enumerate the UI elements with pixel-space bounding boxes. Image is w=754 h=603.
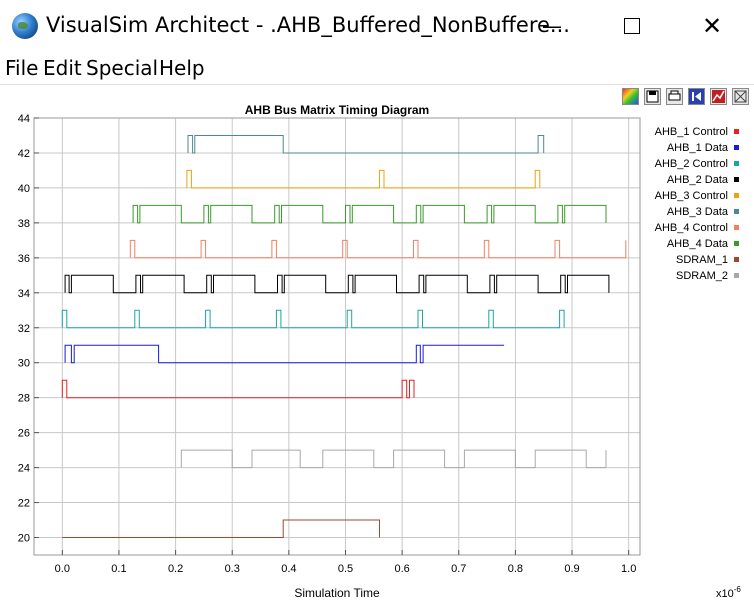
series-line-ahb-1-control — [61, 379, 415, 399]
format-icon[interactable] — [710, 88, 727, 105]
series-line-ahb-3-data — [187, 135, 545, 154]
menu-bar: File Edit Special Help — [0, 54, 754, 84]
y-tick-label: 40 — [18, 183, 30, 195]
y-tick-label: 44 — [18, 113, 30, 125]
menu-edit[interactable]: Edit — [43, 56, 82, 80]
x-axis-multiplier: x10-6 — [716, 585, 741, 600]
save-glyph — [646, 90, 659, 103]
legend-swatch — [734, 225, 739, 230]
maximize-button[interactable] — [602, 0, 662, 52]
legend-label: AHB_3 Control — [655, 190, 728, 202]
legend-swatch — [734, 241, 739, 246]
menu-file[interactable]: File — [5, 56, 39, 80]
y-tick-label: 28 — [18, 393, 30, 405]
y-tick-label: 20 — [18, 533, 30, 545]
legend-swatch — [734, 209, 739, 214]
y-tick-label: 36 — [18, 253, 30, 265]
print-icon[interactable] — [666, 88, 683, 105]
legend-label: AHB_2 Data — [667, 174, 729, 186]
x-tick-label: 0.4 — [281, 563, 296, 575]
legend-label: AHB_4 Data — [667, 238, 729, 250]
series-line-ahb-2-control — [61, 309, 565, 329]
legend-label: AHB_4 Control — [655, 222, 728, 234]
reset-glyph — [692, 92, 701, 101]
chart-legend: AHB_1 Control AHB_1 Data AHB_2 Control AHB_… — [655, 126, 739, 282]
y-tick-label: 32 — [18, 323, 30, 335]
menu-special[interactable]: Special — [86, 56, 159, 80]
legend-label: AHB_3 Data — [667, 206, 729, 218]
y-tick-label: 24 — [18, 463, 30, 475]
menu-divider — [0, 84, 754, 85]
fit-glyph — [734, 90, 747, 103]
reset-axes-icon[interactable] — [688, 88, 705, 105]
x-multiplier-exponent: -6 — [734, 585, 742, 594]
legend-swatch — [734, 273, 739, 278]
x-axis-label: Simulation Time — [294, 586, 380, 600]
chart-grid — [34, 117, 640, 555]
print-glyph — [668, 90, 681, 101]
x-tick-label: 0.1 — [111, 563, 126, 575]
legend-swatch — [734, 145, 739, 150]
x-tick-label: 0.8 — [508, 563, 523, 575]
y-tick-label: 30 — [18, 358, 30, 370]
series-line-sdram-1 — [62, 519, 380, 538]
x-tick-label: 0.5 — [338, 563, 353, 575]
y-tick-label: 34 — [18, 288, 30, 300]
x-tick-label: 0.9 — [564, 563, 579, 575]
chart-series — [61, 135, 627, 538]
x-tick-label: 0.0 — [55, 563, 70, 575]
y-tick-label: 22 — [18, 498, 30, 510]
legend-label: AHB_2 Control — [655, 158, 728, 170]
legend-label: AHB_1 Control — [655, 126, 728, 138]
series-line-sdram-2 — [180, 449, 607, 469]
x-tick-label: 0.6 — [394, 563, 409, 575]
x-tick-label: 1.0 — [621, 563, 636, 575]
globe-app-icon — [12, 13, 38, 39]
x-tick-label: 0.3 — [225, 563, 240, 575]
format-glyph — [712, 90, 725, 103]
series-line-ahb-4-data — [132, 204, 607, 224]
fill-color-icon[interactable] — [622, 88, 639, 105]
y-tick-label: 42 — [18, 148, 30, 160]
menu-help[interactable]: Help — [159, 56, 205, 80]
legend-swatch — [734, 177, 739, 182]
title-bar: VisualSim Architect - .AHB_Buffered_NonB… — [0, 0, 754, 52]
y-tick-label: 26 — [18, 428, 30, 440]
window-title: VisualSim Architect - .AHB_Buffered_NonB… — [46, 13, 570, 37]
legend-label: AHB_1 Data — [667, 142, 729, 154]
minimize-button[interactable]: — — [542, 14, 562, 38]
legend-swatch — [734, 129, 739, 134]
x-tick-label: 0.2 — [168, 563, 183, 575]
chart-title: AHB Bus Matrix Timing Diagram — [245, 103, 429, 117]
close-button[interactable]: ✕ — [701, 12, 723, 40]
legend-swatch — [734, 161, 739, 166]
y-tick-label: 38 — [18, 218, 30, 230]
plot-frame — [33, 117, 641, 556]
fit-icon[interactable] — [732, 88, 749, 105]
save-icon[interactable] — [644, 88, 661, 105]
series-line-ahb-2-data — [64, 274, 610, 294]
series-line-ahb-4-control — [129, 239, 627, 259]
x-tick-label: 0.7 — [451, 563, 466, 575]
legend-label: SDRAM_1 — [676, 254, 728, 266]
maximize-icon — [624, 18, 640, 34]
legend-label: SDRAM_2 — [676, 270, 728, 282]
x-multiplier-base: x10 — [716, 588, 734, 600]
series-line-ahb-3-control — [186, 169, 541, 189]
legend-swatch — [734, 193, 739, 198]
chart-ticks: 0.0 0.1 0.2 0.3 0.4 0.5 0.6 0.7 0.8 0.9 1.0 20 22 24 2… — [18, 113, 637, 575]
series-line-ahb-1-data — [64, 344, 505, 364]
legend-swatch — [734, 257, 739, 262]
